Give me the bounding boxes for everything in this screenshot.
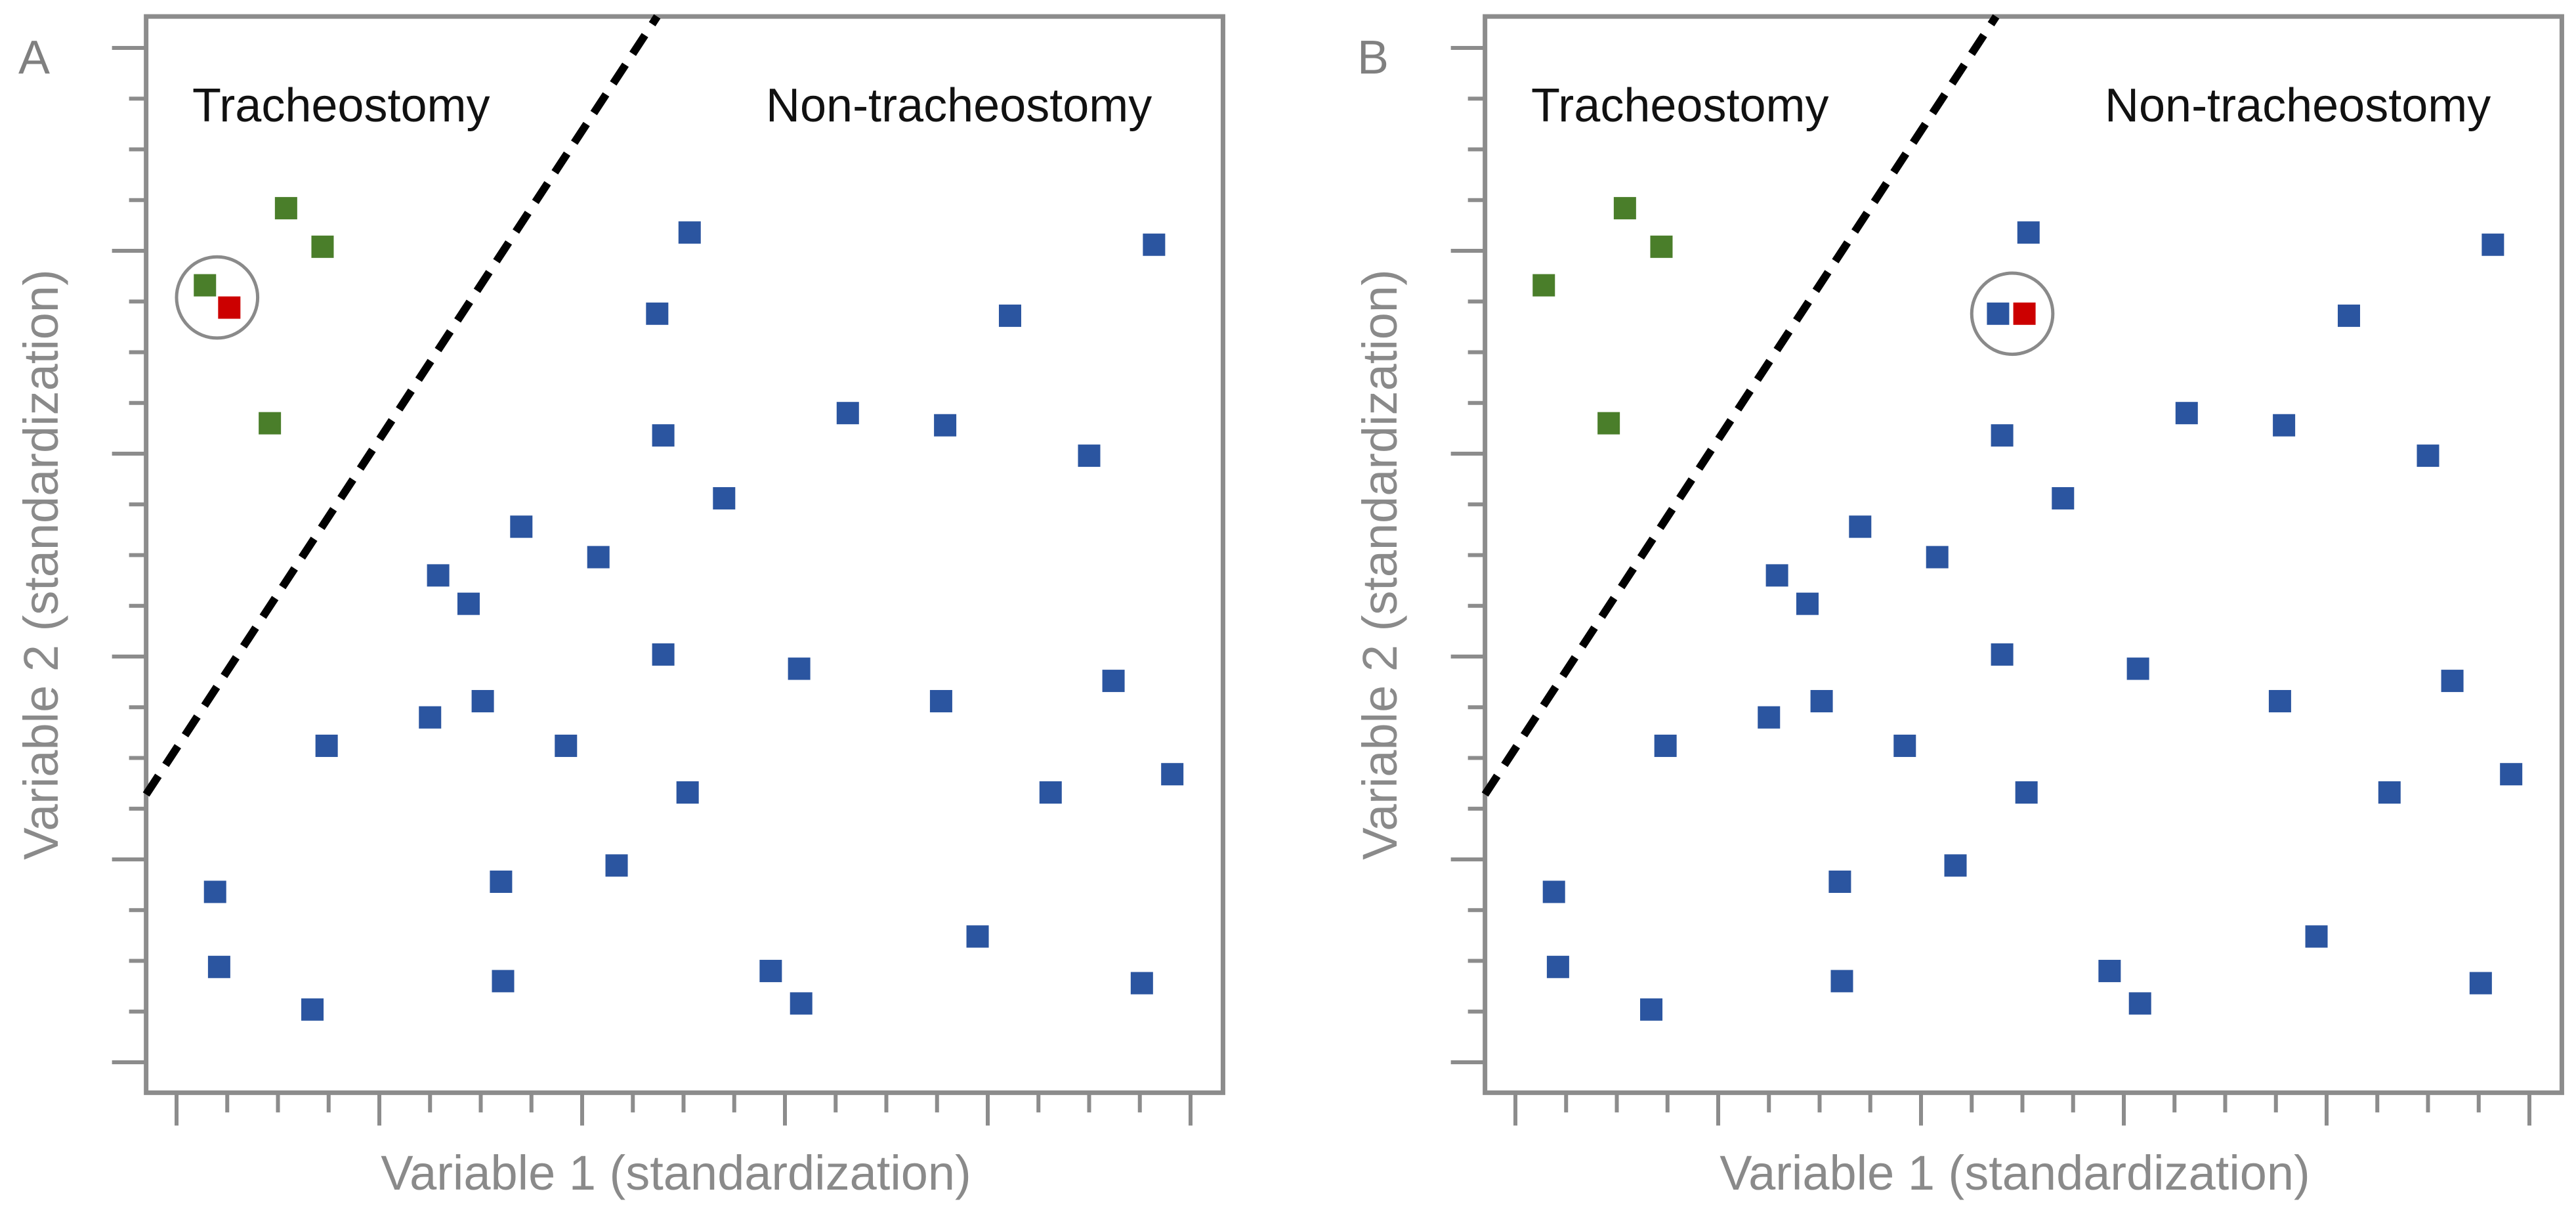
point-tracheostomy (1597, 412, 1620, 435)
point-non-tracheostomy (2417, 444, 2439, 467)
point-non-tracheostomy (605, 854, 628, 877)
point-non-tracheostomy (1830, 970, 1853, 993)
point-non-tracheostomy (2469, 972, 2492, 995)
point-query (218, 296, 241, 319)
plot-frame (1483, 14, 2564, 1095)
point-non-tracheostomy (713, 486, 736, 509)
region-label-non-tracheostomy: Non-tracheostomy (2105, 79, 2491, 132)
point-non-tracheostomy (1039, 781, 1062, 804)
point-non-tracheostomy (1640, 998, 1663, 1021)
point-non-tracheostomy (427, 564, 450, 587)
point-query (2013, 302, 2036, 325)
plot-frame (144, 14, 1225, 1095)
point-non-tracheostomy (1102, 670, 1125, 693)
panel-a: A Tracheostomy Non-tracheostomy Variable… (14, 14, 1225, 1200)
point-non-tracheostomy (457, 592, 480, 615)
point-non-tracheostomy (1926, 546, 1949, 569)
point-non-tracheostomy (2052, 486, 2075, 509)
point-non-tracheostomy (836, 402, 859, 425)
point-non-tracheostomy (2337, 304, 2360, 327)
point-non-tracheostomy (2098, 959, 2121, 982)
point-non-tracheostomy (1893, 734, 1916, 757)
point-non-tracheostomy (207, 955, 230, 978)
point-non-tracheostomy (929, 689, 952, 712)
point-non-tracheostomy (510, 515, 533, 538)
point-tracheostomy (1650, 235, 1673, 258)
panel-b: B Tracheostomy Non-tracheostomy Variable… (1353, 14, 2564, 1200)
point-non-tracheostomy (301, 998, 324, 1021)
point-non-tracheostomy (1130, 972, 1153, 995)
point-non-tracheostomy (1078, 444, 1101, 467)
point-non-tracheostomy (2378, 781, 2401, 804)
point-non-tracheostomy (2175, 402, 2198, 425)
point-non-tracheostomy (2500, 763, 2523, 786)
point-non-tracheostomy (652, 424, 675, 447)
point-tracheostomy (1613, 197, 1636, 220)
region-label-non-tracheostomy: Non-tracheostomy (766, 79, 1152, 132)
point-non-tracheostomy (2128, 992, 2151, 1015)
panel-label: A (18, 32, 50, 84)
point-non-tracheostomy (2273, 414, 2296, 437)
point-non-tracheostomy (2015, 781, 2038, 804)
point-non-tracheostomy (2481, 233, 2504, 256)
point-tracheostomy (311, 235, 334, 258)
point-tracheostomy (194, 274, 217, 297)
point-non-tracheostomy (1758, 706, 1781, 729)
point-non-tracheostomy (1849, 515, 1872, 538)
point-non-tracheostomy (555, 734, 578, 757)
region-label-tracheostomy: Tracheostomy (192, 79, 490, 132)
point-non-tracheostomy (1796, 592, 1819, 615)
point-non-tracheostomy (2017, 221, 2040, 244)
point-non-tracheostomy (1654, 734, 1677, 757)
point-non-tracheostomy (678, 221, 701, 244)
point-non-tracheostomy (790, 992, 813, 1015)
point-non-tracheostomy (759, 959, 782, 982)
point-non-tracheostomy (1810, 689, 1833, 712)
point-non-tracheostomy (788, 657, 811, 680)
point-non-tracheostomy (2305, 925, 2328, 948)
point-tracheostomy (274, 197, 297, 220)
point-non-tracheostomy (966, 925, 989, 948)
x-axis-label: Variable 1 (standardization) (1720, 1146, 2310, 1200)
point-tracheostomy (1532, 274, 1555, 297)
point-non-tracheostomy (1546, 955, 1569, 978)
point-non-tracheostomy (419, 706, 442, 729)
point-tracheostomy (259, 412, 282, 435)
region-label-tracheostomy: Tracheostomy (1531, 79, 1828, 132)
point-non-tracheostomy (315, 734, 338, 757)
point-non-tracheostomy (471, 689, 494, 712)
point-non-tracheostomy (1991, 424, 2014, 447)
point-non-tracheostomy (676, 781, 699, 804)
point-non-tracheostomy (1143, 233, 1166, 256)
highlight-circle (1970, 271, 2055, 357)
point-non-tracheostomy (2441, 670, 2464, 693)
point-non-tracheostomy (1991, 643, 2014, 666)
point-non-tracheostomy (934, 414, 957, 437)
panel-b-marks (1450, 14, 2564, 1126)
point-non-tracheostomy (490, 870, 513, 893)
point-non-tracheostomy (1542, 880, 1565, 903)
point-non-tracheostomy (1944, 854, 1967, 877)
point-non-tracheostomy (1987, 302, 2010, 325)
panel-label: B (1357, 32, 1389, 84)
decision-boundary-line (142, 14, 661, 797)
point-non-tracheostomy (1765, 564, 1788, 587)
x-axis-label: Variable 1 (standardization) (381, 1146, 971, 1200)
y-axis-label: Variable 2 (standardization) (14, 269, 68, 859)
panel-a-marks (112, 14, 1225, 1126)
decision-boundary-line (1481, 14, 2000, 797)
point-non-tracheostomy (652, 643, 675, 666)
point-non-tracheostomy (1161, 763, 1184, 786)
point-non-tracheostomy (587, 546, 610, 569)
y-axis-label: Variable 2 (standardization) (1353, 269, 1407, 859)
point-non-tracheostomy (492, 970, 515, 993)
point-non-tracheostomy (646, 302, 669, 325)
point-non-tracheostomy (203, 880, 226, 903)
highlight-circle (175, 255, 260, 340)
point-non-tracheostomy (2268, 689, 2291, 712)
point-non-tracheostomy (2126, 657, 2149, 680)
point-non-tracheostomy (1828, 870, 1851, 893)
point-non-tracheostomy (998, 304, 1021, 327)
